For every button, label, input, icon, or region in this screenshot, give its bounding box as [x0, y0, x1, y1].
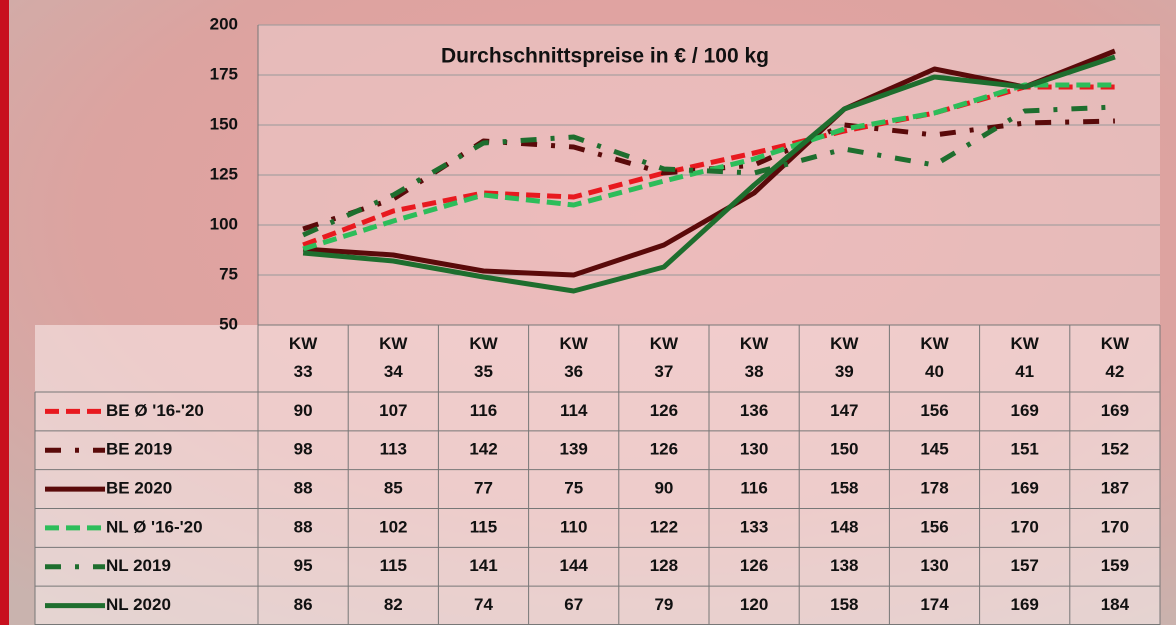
table-value: 133 — [740, 517, 768, 536]
chart: Durchschnittspreise in € / 100 kg 50 75 10… — [0, 0, 1176, 625]
x-tick-label: KW 41 — [1005, 330, 1045, 386]
table-value: 156 — [920, 517, 948, 536]
table-value: 147 — [830, 401, 858, 420]
table-value: 151 — [1011, 440, 1039, 459]
x-tick-label: KW 38 — [734, 330, 774, 386]
table-area — [35, 325, 1160, 625]
table-value: 157 — [1011, 556, 1039, 575]
x-tick-label: KW 42 — [1095, 330, 1135, 386]
table-value: 158 — [830, 595, 858, 614]
x-tick-label: KW 33 — [283, 330, 323, 386]
table-value: 126 — [740, 556, 768, 575]
y-tick-label: 50 — [219, 314, 238, 333]
table-value: 138 — [830, 556, 858, 575]
table-value: 130 — [740, 440, 768, 459]
x-tick-label: KW 34 — [373, 330, 413, 386]
table-value: 67 — [564, 595, 583, 614]
table-value: 122 — [650, 517, 678, 536]
table-value: 86 — [294, 595, 313, 614]
y-tick-label: 150 — [210, 114, 238, 133]
table-value: 142 — [469, 440, 497, 459]
table-value: 120 — [740, 595, 768, 614]
table-value: 82 — [384, 595, 403, 614]
table-value: 156 — [920, 401, 948, 420]
table-value: 116 — [740, 479, 767, 498]
table-value: 95 — [294, 556, 313, 575]
table-value: 88 — [294, 479, 313, 498]
legend-label: BE 2020 — [106, 479, 172, 498]
table-value: 174 — [920, 595, 949, 614]
table-value: 169 — [1101, 401, 1129, 420]
y-tick-label: 100 — [210, 214, 238, 233]
table-value: 136 — [740, 401, 768, 420]
x-tick-label: KW 36 — [554, 330, 594, 386]
legend-label: BE 2019 — [106, 440, 172, 459]
table-value: 126 — [650, 401, 678, 420]
table-value: 90 — [654, 479, 673, 498]
table-value: 139 — [560, 440, 588, 459]
x-tick-label: KW 35 — [464, 330, 504, 386]
y-tick-label: 200 — [210, 14, 238, 33]
table-value: 169 — [1011, 595, 1039, 614]
table-value: 169 — [1011, 479, 1039, 498]
table-value: 116 — [470, 401, 497, 420]
table-value: 152 — [1101, 440, 1129, 459]
table-value: 187 — [1101, 479, 1129, 498]
left-border — [0, 0, 9, 625]
table-value: 159 — [1101, 556, 1129, 575]
table-value: 144 — [560, 556, 589, 575]
x-tick-label: KW 39 — [824, 330, 864, 386]
table-value: 110 — [560, 517, 587, 536]
legend-label: BE Ø '16-'20 — [106, 401, 204, 420]
table-value: 148 — [830, 517, 858, 536]
chart-title: Durchschnittspreise in € / 100 kg — [441, 45, 769, 68]
table-value: 158 — [830, 479, 858, 498]
legend-label: NL 2019 — [106, 556, 171, 575]
table-value: 75 — [564, 479, 583, 498]
table-value: 90 — [294, 401, 313, 420]
table-value: 178 — [920, 479, 948, 498]
legend-label: NL 2020 — [106, 595, 171, 614]
table-value: 130 — [920, 556, 948, 575]
table-value: 141 — [469, 556, 497, 575]
x-tick-label: KW 37 — [644, 330, 684, 386]
legend-label: NL Ø '16-'20 — [106, 517, 203, 536]
table-value: 170 — [1101, 517, 1129, 536]
y-tick-label: 125 — [210, 164, 238, 183]
table-value: 150 — [830, 440, 858, 459]
y-tick-label: 75 — [219, 264, 238, 283]
table-value: 74 — [474, 595, 493, 614]
table-value: 79 — [654, 595, 673, 614]
table-value: 184 — [1101, 595, 1130, 614]
table-value: 107 — [379, 401, 407, 420]
table-value: 126 — [650, 440, 678, 459]
table-value: 98 — [294, 440, 313, 459]
table-value: 113 — [380, 440, 407, 459]
x-tick-label: KW 40 — [915, 330, 955, 386]
table-value: 145 — [920, 440, 948, 459]
table-value: 169 — [1011, 401, 1039, 420]
table-value: 170 — [1011, 517, 1039, 536]
table-value: 114 — [560, 401, 588, 420]
table-value: 88 — [294, 517, 313, 536]
table-value: 77 — [474, 479, 493, 498]
table-value: 128 — [650, 556, 678, 575]
y-tick-label: 175 — [210, 64, 238, 83]
table-value: 102 — [379, 517, 407, 536]
table-value: 115 — [380, 556, 407, 575]
table-value: 85 — [384, 479, 403, 498]
table-value: 115 — [470, 517, 497, 536]
page: Durchschnittspreise in € / 100 kg 50 75 10… — [0, 0, 1176, 625]
